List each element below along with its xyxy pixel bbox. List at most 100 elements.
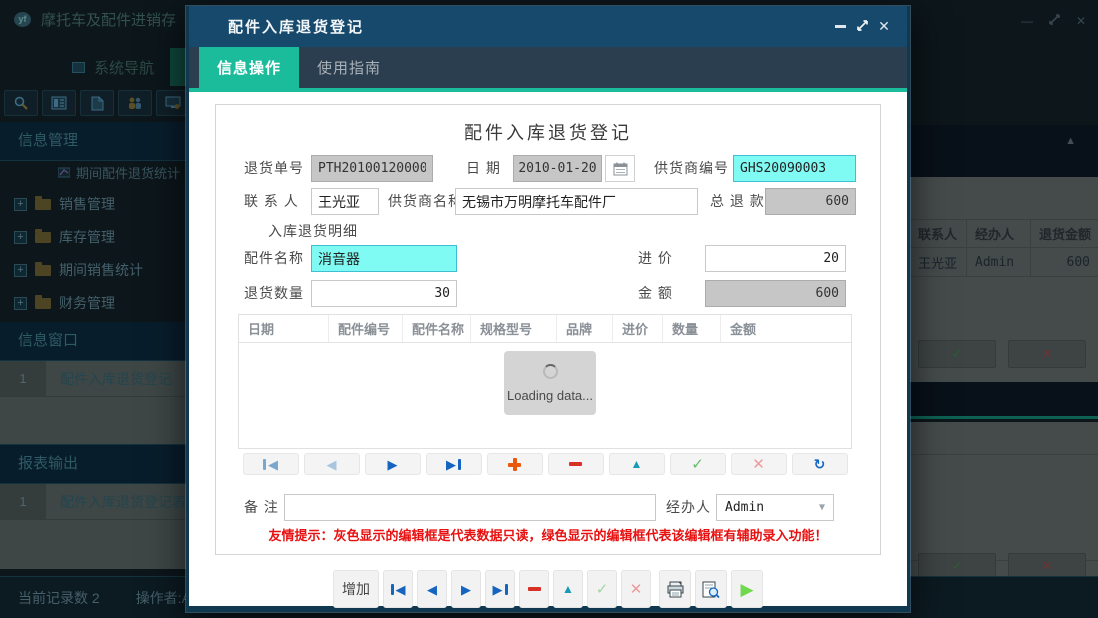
tab-accent-strip bbox=[189, 88, 907, 92]
report-list-item[interactable]: 1 配件入库退货登记表 bbox=[0, 484, 190, 520]
next-record-icon: ▶ bbox=[461, 581, 471, 597]
sidebar-item-sales[interactable]: + 销售管理 bbox=[0, 192, 190, 216]
refresh-icon: ↻ bbox=[813, 456, 826, 472]
preview-button[interactable] bbox=[695, 570, 727, 608]
sidebar-item-label: 期间配件退货统计 bbox=[76, 165, 181, 181]
next-record-button[interactable]: ▶ bbox=[451, 570, 481, 608]
confirm-button[interactable]: ✓ bbox=[587, 570, 617, 608]
cancel-button[interactable]: ✕ bbox=[621, 570, 651, 608]
detail-grid[interactable]: 日期 配件编号 配件名称 规格型号 品牌 进价 数量 金额 Loading da… bbox=[238, 314, 852, 449]
modal-dialog: 配件入库退货登记 ✕ 信息操作 使用指南 配件入库退货登记 退货单号 日 期 bbox=[186, 6, 910, 612]
expand-plus-icon[interactable]: + bbox=[14, 263, 27, 277]
bw-cancel-button-2[interactable]: ✕ bbox=[1008, 553, 1086, 579]
sidebar-item-period-sales[interactable]: + 期间销售统计 bbox=[0, 258, 190, 282]
document-icon[interactable] bbox=[80, 90, 114, 116]
tab-info-operation[interactable]: 信息操作 bbox=[199, 47, 300, 88]
minimize-icon[interactable] bbox=[829, 25, 851, 28]
total-refund-field[interactable] bbox=[765, 188, 856, 215]
sidebar-item-stock[interactable]: + 库存管理 bbox=[0, 225, 190, 249]
sidebar-item-label: 销售管理 bbox=[59, 196, 115, 212]
maximize-icon[interactable] bbox=[851, 19, 873, 35]
close-icon[interactable]: ✕ bbox=[878, 18, 890, 34]
tab-user-guide[interactable]: 使用指南 bbox=[299, 47, 399, 88]
supplier-no-field[interactable] bbox=[733, 155, 856, 182]
cancel-edit-button[interactable]: ✕ bbox=[730, 453, 787, 475]
bw-close-icon[interactable]: ✕ bbox=[1075, 14, 1087, 28]
bw-cancel-button[interactable]: ✕ bbox=[1008, 340, 1086, 368]
delete-record-button[interactable] bbox=[547, 453, 604, 475]
bw-confirm-button[interactable]: ✓ bbox=[918, 340, 996, 368]
search-icon[interactable] bbox=[4, 90, 38, 116]
rp-header-band: ▲ bbox=[910, 125, 1098, 177]
print-button[interactable] bbox=[659, 570, 691, 608]
amount-field[interactable] bbox=[705, 280, 846, 307]
next-record-button[interactable]: ▶ bbox=[364, 453, 421, 475]
calendar-button[interactable] bbox=[605, 155, 635, 182]
date-field[interactable] bbox=[513, 155, 602, 182]
expand-plus-icon[interactable]: + bbox=[14, 197, 27, 211]
col-part-name: 配件名称 bbox=[403, 315, 471, 342]
expand-plus-icon[interactable]: + bbox=[14, 230, 27, 244]
loading-text: Loading data... bbox=[506, 387, 594, 403]
bw-titlebar: yf 摩托车及配件进销存 bbox=[0, 0, 1098, 38]
sidebar-item-finance[interactable]: + 财务管理 bbox=[0, 291, 190, 315]
card-list-icon[interactable] bbox=[42, 90, 76, 116]
add-button[interactable]: 增加 bbox=[333, 570, 379, 608]
prev-record-button[interactable]: ◀ bbox=[303, 453, 360, 475]
modal-titlebar[interactable]: 配件入库退货登记 ✕ bbox=[189, 6, 907, 47]
supplier-name-label: 供货商名称 bbox=[388, 193, 463, 209]
date-label: 日 期 bbox=[466, 160, 501, 176]
row-number: 1 bbox=[0, 484, 46, 519]
monitor-icon[interactable] bbox=[156, 90, 190, 116]
bw-minimize-icon[interactable]: — bbox=[1021, 14, 1033, 28]
edit-button[interactable]: ▲ bbox=[553, 570, 583, 608]
remark-label: 备 注 bbox=[244, 499, 279, 515]
bw-toolbar bbox=[4, 90, 190, 116]
expand-plus-icon[interactable]: + bbox=[14, 296, 27, 310]
users-icon[interactable] bbox=[118, 90, 152, 116]
edit-record-button[interactable]: ▲ bbox=[608, 453, 665, 475]
col-amount: 金额 bbox=[730, 322, 757, 337]
next-record-icon: ▶ bbox=[387, 456, 398, 472]
folder-icon bbox=[35, 261, 51, 276]
rp-grid: 联系人 经办人 退货金额 王光亚 Admin 600 ✓ ✕ bbox=[910, 177, 1098, 382]
cell-operator: Admin bbox=[967, 248, 1031, 276]
add-record-button[interactable] bbox=[486, 453, 543, 475]
collapse-arrow-icon[interactable]: ▲ bbox=[1065, 135, 1076, 147]
run-button[interactable]: ▶ bbox=[731, 570, 763, 608]
status-record-count: 当前记录数 2 bbox=[18, 589, 100, 606]
contact-field[interactable] bbox=[311, 188, 379, 215]
first-record-button[interactable]: ◀ bbox=[242, 453, 299, 475]
prev-record-icon: ◀ bbox=[326, 456, 337, 472]
prev-record-button[interactable]: ◀ bbox=[417, 570, 447, 608]
delete-button[interactable] bbox=[519, 570, 549, 608]
table-row[interactable]: 王光亚 Admin 600 bbox=[910, 248, 1098, 277]
last-record-button[interactable]: ▶ bbox=[485, 570, 515, 608]
last-record-button[interactable]: ▶ bbox=[425, 453, 482, 475]
part-name-field[interactable] bbox=[311, 245, 457, 272]
bw-restore-icon[interactable] bbox=[1045, 14, 1063, 28]
list-filler bbox=[0, 397, 190, 444]
supplier-name-field[interactable] bbox=[455, 188, 698, 215]
bw-confirm-button-2[interactable]: ✓ bbox=[918, 553, 996, 579]
price-field[interactable] bbox=[705, 245, 846, 272]
first-record-icon bbox=[390, 583, 394, 595]
return-no-field[interactable] bbox=[311, 155, 433, 182]
col-header-contact: 联系人 bbox=[910, 220, 967, 247]
operator-select[interactable]: Admin ▼ bbox=[716, 494, 834, 521]
col-spec: 规格型号 bbox=[471, 315, 557, 342]
tab-system-nav[interactable]: 系统导航 bbox=[56, 48, 170, 86]
first-record-button[interactable]: ◀ bbox=[383, 570, 413, 608]
confirm-edit-button[interactable]: ✓ bbox=[669, 453, 726, 475]
remark-field[interactable] bbox=[284, 494, 656, 521]
sidebar-section-reports-title: 报表输出 bbox=[0, 444, 190, 484]
app-logo: yf bbox=[14, 11, 31, 27]
part-name-label: 配件名称 bbox=[244, 250, 304, 266]
window-list-item[interactable]: 1 配件入库退货登记 bbox=[0, 361, 190, 397]
qty-field[interactable] bbox=[311, 280, 457, 307]
sidebar-item-clipped[interactable]: 期间配件退货统计 bbox=[0, 161, 190, 183]
grid-navigator: ◀ ◀ ▶ ▶ ▲ ✓ ✕ ↻ bbox=[238, 453, 852, 475]
square-icon bbox=[72, 61, 85, 73]
refresh-button[interactable]: ↻ bbox=[791, 453, 848, 475]
